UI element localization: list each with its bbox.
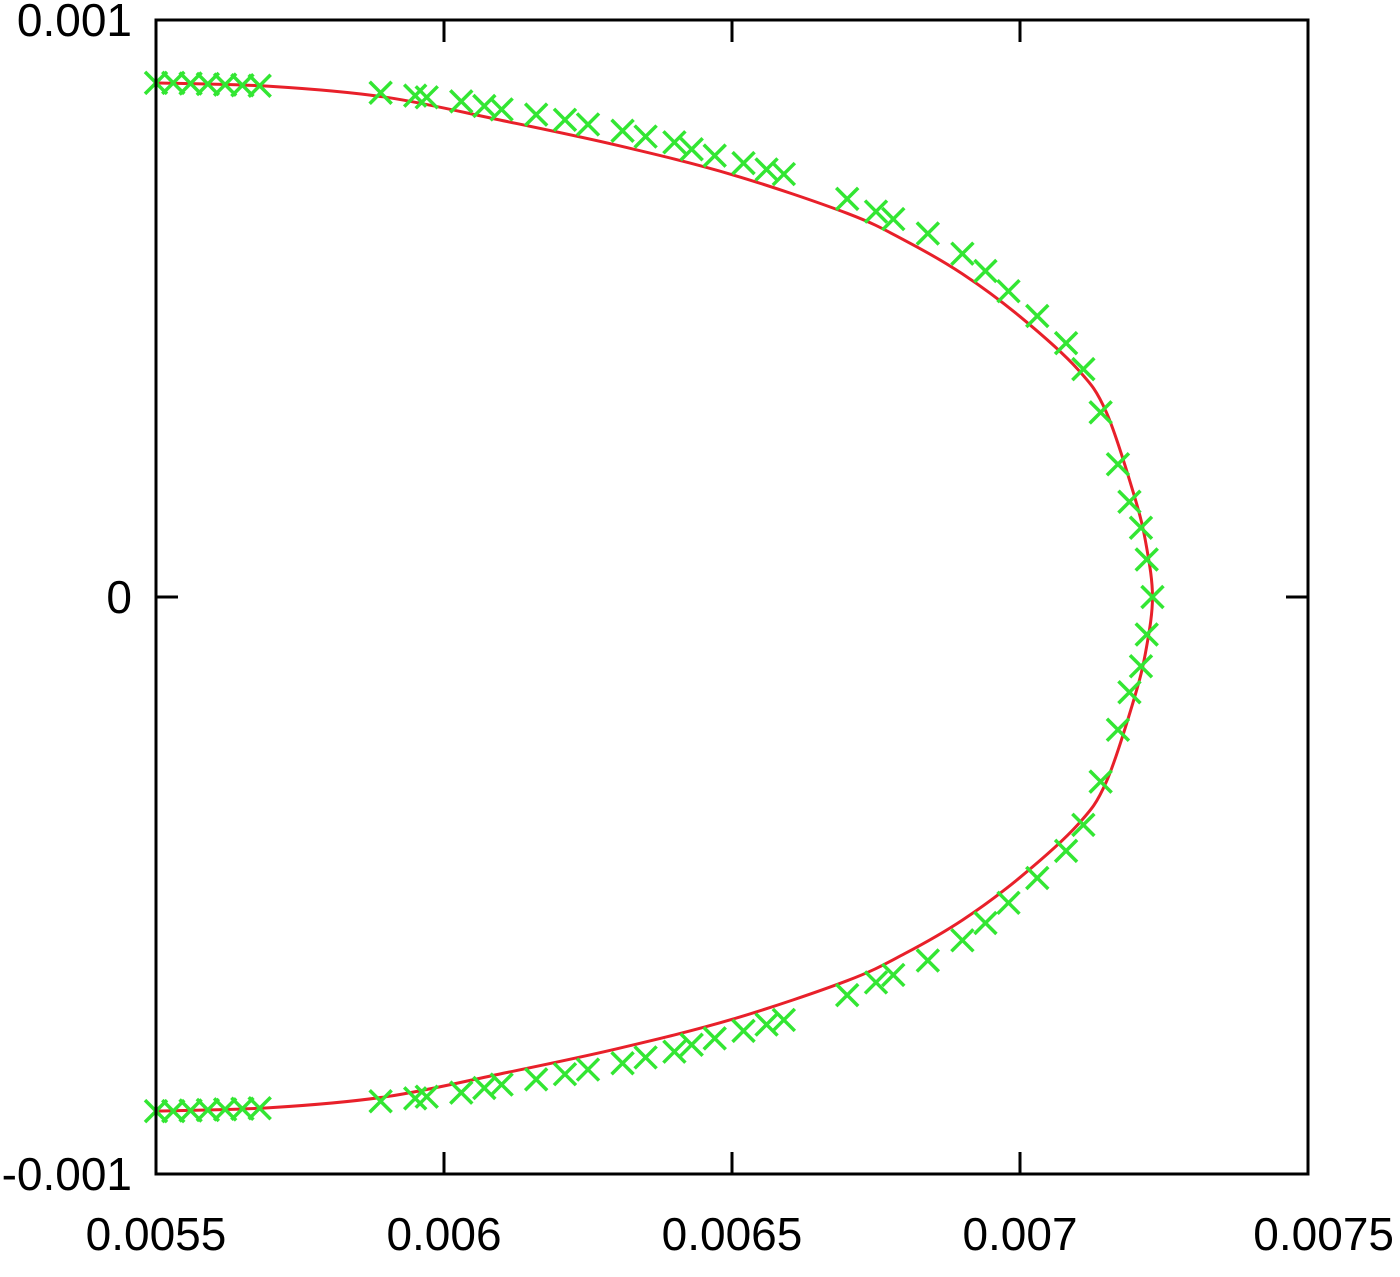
data-point-x-marker <box>472 1075 497 1101</box>
data-point-x-marker <box>915 221 941 246</box>
data-point-x-marker <box>633 124 658 149</box>
data-point-x-marker <box>247 73 272 99</box>
data-point-x-marker <box>1088 769 1113 794</box>
data-point-x-marker <box>1105 717 1131 742</box>
data-point-x-marker <box>552 107 578 133</box>
y-tick-label: 0 <box>106 571 132 623</box>
data-point-x-marker <box>1088 400 1113 425</box>
data-point-x-marker <box>633 1045 658 1070</box>
data-point-x-marker <box>449 1080 474 1105</box>
data-point-x-marker <box>1134 622 1159 647</box>
data-point-x-marker <box>1140 584 1165 610</box>
data-point-x-marker <box>402 1086 428 1111</box>
data-point-x-marker <box>1117 679 1142 705</box>
data-point-x-marker <box>1105 452 1131 477</box>
data-point-x-marker <box>449 89 474 114</box>
data-point-x-marker <box>610 118 635 144</box>
data-point-x-marker <box>610 1050 635 1076</box>
x-tick-label: 0.0065 <box>662 1208 803 1260</box>
data-point-x-marker <box>414 85 439 110</box>
data-point-x-marker <box>1128 515 1154 540</box>
data-point-x-marker <box>368 80 393 105</box>
data-point-x-marker <box>1025 303 1050 329</box>
data-point-x-marker <box>702 143 727 168</box>
data-point-x-marker <box>368 1089 393 1114</box>
plot-frame <box>154 18 1310 1176</box>
data-point-x-marker <box>915 948 941 973</box>
x-tick-label: 0.007 <box>962 1208 1077 1260</box>
data-point-x-marker <box>996 278 1021 304</box>
data-point-x-marker <box>1134 547 1159 572</box>
data-point-x-marker <box>552 1061 578 1087</box>
x-tick-label: 0.006 <box>386 1208 501 1260</box>
data-point-x-marker <box>575 112 601 137</box>
x-tick-label: 0.0075 <box>1253 1208 1394 1260</box>
data-point-x-marker <box>679 1032 704 1057</box>
data-point-x-marker <box>881 962 906 988</box>
data-point-x-marker <box>1053 330 1079 356</box>
data-point-x-marker <box>1128 654 1154 679</box>
data-point-x-marker <box>731 1018 756 1044</box>
data-point-x-marker <box>1071 356 1096 382</box>
data-point-x-marker <box>863 970 889 995</box>
data-point-x-marker <box>834 186 860 212</box>
data-point-x-marker <box>834 982 860 1008</box>
data-point-x-marker <box>662 130 687 155</box>
data-point-x-marker <box>1053 838 1079 864</box>
data-point-x-marker <box>161 1098 186 1124</box>
data-point-x-marker <box>1071 812 1096 838</box>
data-point-x-marker <box>702 1026 727 1051</box>
data-point-x-marker <box>1025 865 1050 891</box>
y-tick-label: -0.001 <box>2 1148 132 1200</box>
data-point-x-marker <box>950 928 975 953</box>
data-point-x-marker <box>679 137 704 162</box>
data-point-x-marker <box>662 1039 687 1064</box>
data-point-x-marker <box>881 206 906 232</box>
data-point-x-marker <box>771 161 797 187</box>
data-point-x-marker <box>973 258 998 284</box>
data-point-x-marker <box>523 1067 549 1092</box>
data-point-x-marker <box>523 102 549 127</box>
x-tick-label: 0.0055 <box>86 1208 227 1260</box>
y-tick-label: 0.001 <box>17 0 132 46</box>
data-point-x-marker <box>575 1057 601 1082</box>
data-point-x-marker <box>754 1012 779 1037</box>
data-point-x-marker <box>1117 489 1142 515</box>
data-point-x-marker <box>973 910 998 936</box>
data-point-x-marker <box>731 150 756 176</box>
data-point-x-marker <box>950 241 975 266</box>
data-point-x-marker <box>863 199 889 224</box>
data-point-x-marker <box>996 890 1021 916</box>
data-point-x-marker <box>489 97 514 122</box>
